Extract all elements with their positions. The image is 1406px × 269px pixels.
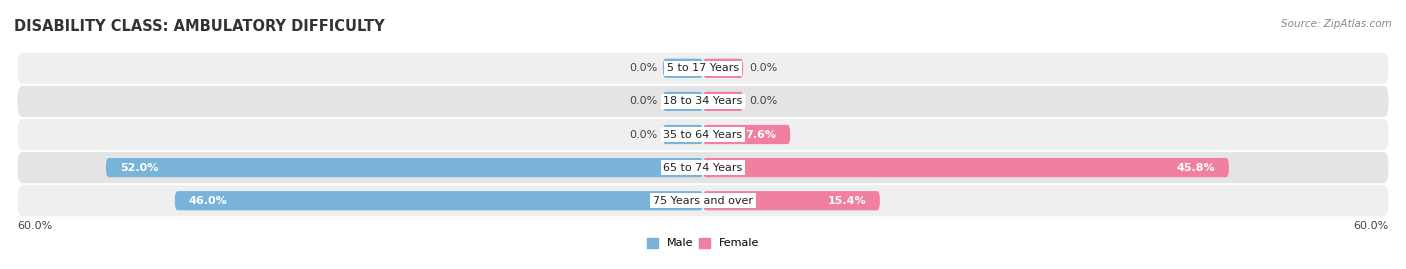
FancyBboxPatch shape: [17, 53, 1389, 84]
Text: 46.0%: 46.0%: [188, 196, 228, 206]
Text: 60.0%: 60.0%: [1353, 221, 1389, 231]
FancyBboxPatch shape: [17, 119, 1389, 150]
FancyBboxPatch shape: [105, 158, 703, 177]
FancyBboxPatch shape: [703, 158, 1229, 177]
Text: 52.0%: 52.0%: [120, 162, 157, 173]
Legend: Male, Female: Male, Female: [643, 233, 763, 253]
Text: 7.6%: 7.6%: [745, 129, 776, 140]
Text: Source: ZipAtlas.com: Source: ZipAtlas.com: [1281, 19, 1392, 29]
FancyBboxPatch shape: [17, 152, 1389, 183]
FancyBboxPatch shape: [662, 92, 703, 111]
Text: 0.0%: 0.0%: [749, 96, 778, 107]
FancyBboxPatch shape: [703, 59, 744, 78]
Text: 5 to 17 Years: 5 to 17 Years: [666, 63, 740, 73]
FancyBboxPatch shape: [703, 92, 744, 111]
FancyBboxPatch shape: [17, 185, 1389, 216]
Text: 0.0%: 0.0%: [749, 63, 778, 73]
Text: 0.0%: 0.0%: [628, 129, 657, 140]
Text: 0.0%: 0.0%: [628, 96, 657, 107]
Text: 15.4%: 15.4%: [827, 196, 866, 206]
Text: 18 to 34 Years: 18 to 34 Years: [664, 96, 742, 107]
Text: 60.0%: 60.0%: [17, 221, 53, 231]
Text: DISABILITY CLASS: AMBULATORY DIFFICULTY: DISABILITY CLASS: AMBULATORY DIFFICULTY: [14, 19, 385, 34]
FancyBboxPatch shape: [662, 125, 703, 144]
Text: 75 Years and over: 75 Years and over: [652, 196, 754, 206]
FancyBboxPatch shape: [703, 125, 790, 144]
FancyBboxPatch shape: [174, 191, 703, 210]
Text: 0.0%: 0.0%: [628, 63, 657, 73]
FancyBboxPatch shape: [703, 191, 880, 210]
FancyBboxPatch shape: [662, 59, 703, 78]
Text: 35 to 64 Years: 35 to 64 Years: [664, 129, 742, 140]
FancyBboxPatch shape: [17, 86, 1389, 117]
Text: 65 to 74 Years: 65 to 74 Years: [664, 162, 742, 173]
Text: 45.8%: 45.8%: [1177, 162, 1215, 173]
